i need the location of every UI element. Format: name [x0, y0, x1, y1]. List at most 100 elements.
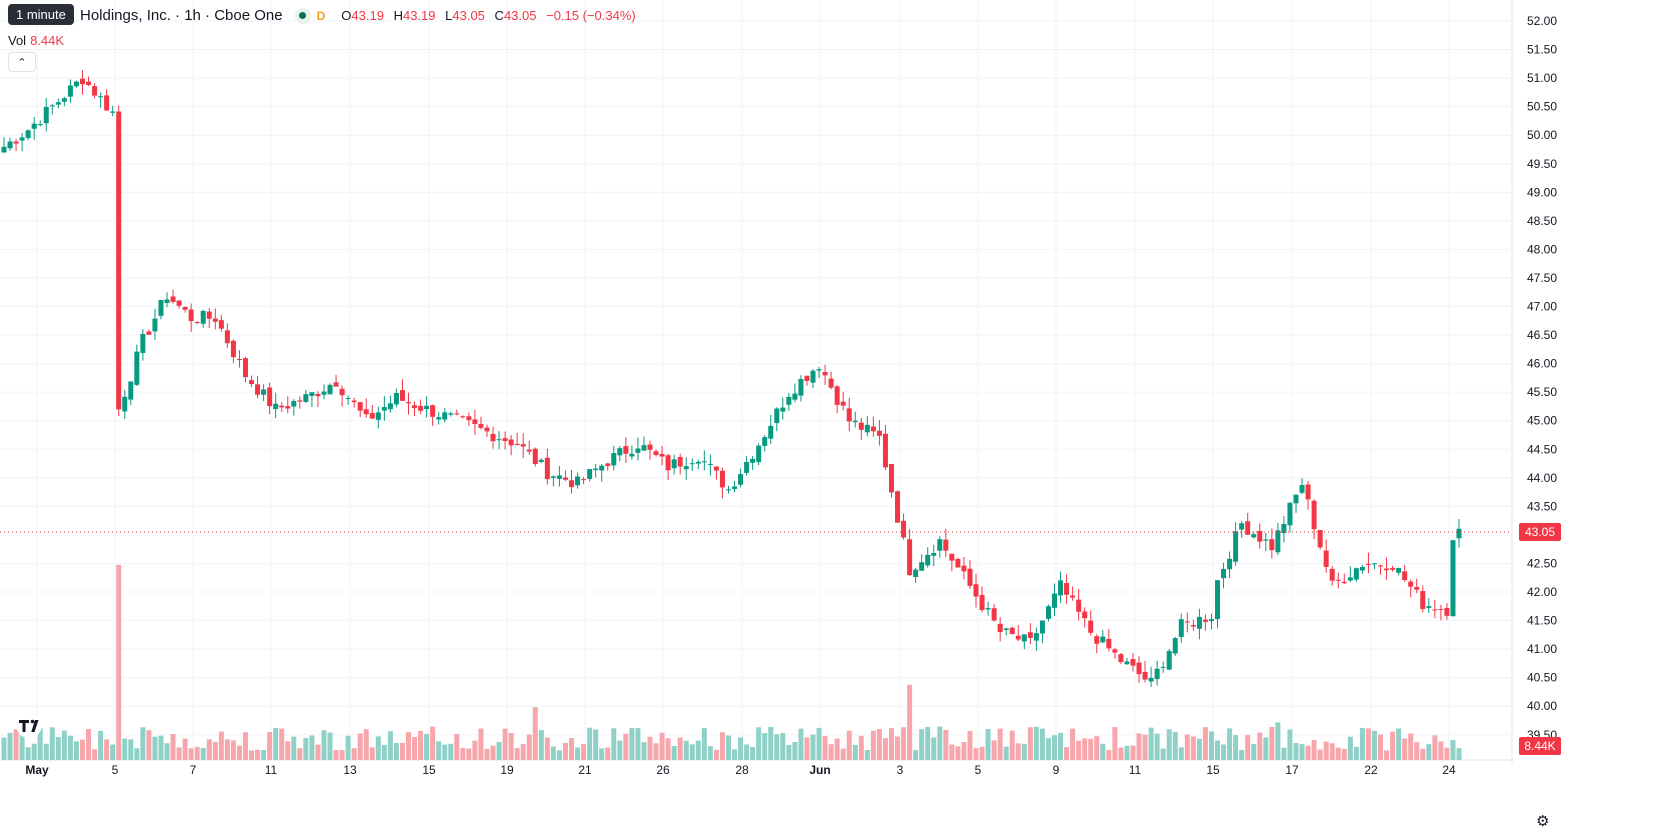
volume-bar [460, 748, 466, 760]
volume-bar [538, 730, 544, 760]
collapse-legend-button[interactable]: ⌃ [8, 52, 36, 72]
candle [1124, 661, 1130, 665]
candle [1221, 568, 1227, 579]
candle [756, 445, 762, 463]
candle [647, 444, 653, 450]
candle [931, 553, 937, 556]
candle [146, 331, 152, 335]
volume-bar [79, 739, 85, 760]
volume-bar [744, 744, 750, 760]
volume-bar [587, 727, 593, 760]
candle [490, 433, 496, 442]
volume-bar [1100, 743, 1106, 760]
candle [496, 439, 502, 441]
volume-bar [406, 732, 412, 760]
volume-bar [1154, 733, 1160, 760]
candle [381, 407, 387, 411]
candle [562, 477, 568, 480]
candle [436, 417, 442, 420]
volume-bar [550, 746, 556, 760]
volume-bar [1371, 730, 1377, 760]
candle [532, 448, 538, 465]
candle [1263, 539, 1269, 541]
x-tick-label: 19 [500, 763, 514, 777]
candle [593, 468, 599, 471]
candle [1390, 567, 1396, 570]
volume-bar [647, 736, 653, 760]
candle [774, 408, 780, 424]
y-tick-label: 45.00 [1527, 414, 1557, 428]
open-value: 43.19 [351, 8, 384, 23]
y-tick-label: 47.00 [1527, 300, 1557, 314]
volume-bar [206, 739, 212, 760]
volume-bar [1118, 747, 1124, 760]
volume-bar [1239, 750, 1245, 760]
candle [804, 375, 810, 381]
candle [1420, 591, 1426, 610]
candle [1281, 523, 1287, 534]
candle [1239, 523, 1245, 530]
volume-bar [345, 735, 351, 760]
close-value: 43.05 [503, 8, 537, 23]
candle [623, 446, 629, 454]
volume-bar [25, 747, 31, 760]
candle [1076, 599, 1082, 612]
volume-bar [1390, 731, 1396, 760]
volume-bar [569, 738, 575, 760]
candle [1136, 662, 1142, 675]
volume-bar [1184, 734, 1190, 760]
candle [919, 562, 925, 571]
volume-label: Vol [8, 33, 27, 48]
low-value: 43.05 [452, 8, 485, 23]
volume-bar [762, 732, 768, 760]
tradingview-logo-icon[interactable] [14, 712, 44, 738]
volume-bar [1009, 730, 1015, 760]
candle [31, 123, 37, 129]
y-tick-label: 46.00 [1527, 357, 1557, 371]
candle [846, 408, 852, 422]
volume-bar [188, 748, 194, 760]
volume-bar [1215, 740, 1221, 760]
candle [303, 394, 309, 402]
market-status-icon[interactable] [294, 7, 311, 24]
volume-bar [297, 748, 303, 760]
candle [870, 426, 876, 432]
volume-bar [1172, 731, 1178, 760]
candle [1033, 633, 1039, 641]
volume-bar [768, 726, 774, 760]
candle [514, 443, 520, 446]
volume-bar [393, 742, 399, 760]
candle [43, 106, 49, 124]
settings-gear-icon[interactable]: ⚙ [1536, 813, 1550, 830]
candle [309, 392, 315, 396]
candle [261, 389, 267, 395]
candle [1160, 666, 1166, 668]
candle [665, 455, 671, 471]
volume-bar [484, 748, 490, 760]
symbol-title[interactable]: Holdings, Inc. · 1h · Cboe One [80, 7, 283, 24]
volume-bar [840, 748, 846, 760]
volume-bar [1341, 748, 1347, 760]
y-tick-label: 52.00 [1527, 14, 1557, 28]
volume-bar [1281, 747, 1287, 760]
candle [1070, 595, 1076, 598]
volume-bar [1402, 738, 1408, 760]
volume-bar [49, 727, 55, 760]
y-tick-label: 47.50 [1527, 271, 1557, 285]
volume-bar [55, 737, 61, 760]
volume-bar [1378, 734, 1384, 760]
candle [393, 393, 399, 405]
volume-bar [659, 732, 665, 760]
y-tick-label: 43.50 [1527, 499, 1557, 513]
candle [653, 451, 659, 455]
volume-bar [182, 738, 188, 760]
candle [587, 469, 593, 479]
candle [454, 413, 460, 415]
d-badge[interactable]: D [316, 8, 326, 23]
volume-bar [1190, 736, 1196, 760]
candle [224, 330, 230, 344]
candle [1172, 638, 1178, 654]
candle [285, 406, 291, 409]
candle [164, 299, 170, 303]
